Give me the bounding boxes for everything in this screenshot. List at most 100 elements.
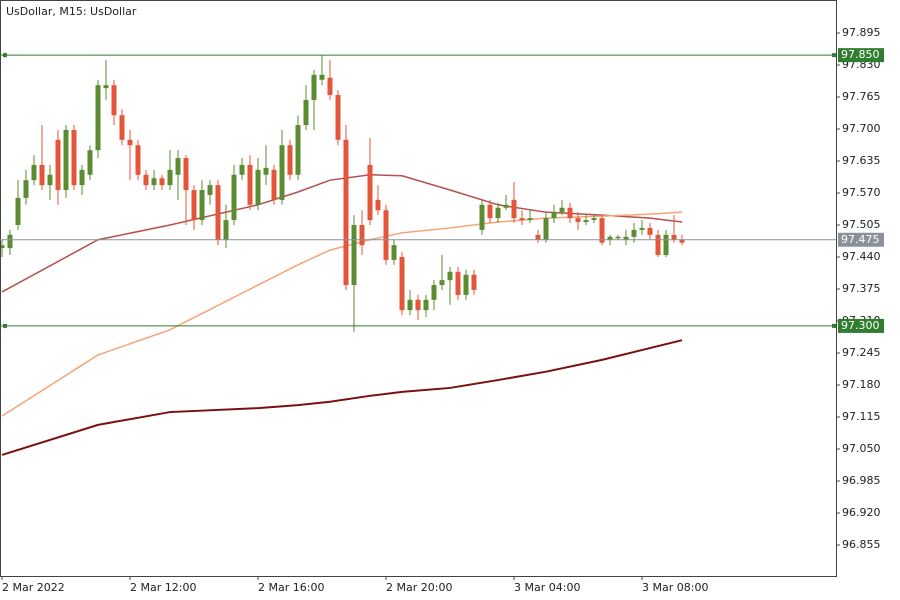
y-tick-label: 97.505 (842, 218, 881, 231)
level-handle (3, 53, 7, 58)
candle-body (655, 234, 661, 256)
candle-body (583, 220, 589, 223)
candle-body (607, 236, 613, 240)
candle-body (143, 174, 149, 186)
y-tick-label: 96.920 (842, 506, 881, 519)
candle-body (7, 234, 13, 249)
candle-body (503, 204, 509, 208)
candle-body (359, 224, 365, 246)
candle-body (631, 229, 637, 237)
y-tick-label: 97.635 (842, 154, 881, 167)
candle-body (623, 236, 629, 240)
candle-body (567, 207, 573, 219)
candle-body (319, 74, 325, 80)
y-tick-label: 97.050 (842, 442, 881, 455)
candle-body (71, 129, 77, 186)
y-tick-label: 97.180 (842, 378, 881, 391)
candle-body (199, 190, 205, 221)
candle-body (303, 99, 309, 126)
candle-body (175, 158, 181, 175)
candle-body (0, 245, 5, 249)
x-tick-label: 2 Mar 16:00 (258, 581, 324, 594)
candle-body (519, 218, 525, 221)
candle-body (151, 178, 157, 186)
level-label: 97.850 (841, 48, 880, 61)
moving-average (1, 174, 683, 293)
candle-body (615, 236, 621, 239)
candle-body (479, 204, 485, 230)
candle-body (455, 271, 461, 295)
candle-body (599, 218, 605, 243)
y-tick-label: 97.440 (842, 250, 881, 263)
candle-body (279, 145, 285, 200)
candle-body (55, 139, 61, 191)
x-tick-label: 2 Mar 2022 (2, 581, 65, 594)
candle-body (343, 139, 349, 286)
candle-body (591, 218, 597, 221)
level-handle (3, 323, 7, 328)
candle-body (679, 239, 685, 243)
y-tick-label: 97.895 (842, 26, 881, 39)
candle-body (543, 218, 549, 240)
candle-body (367, 164, 373, 221)
y-tick-label: 97.700 (842, 122, 881, 135)
y-tick-label: 97.245 (842, 346, 881, 359)
candle-body (247, 164, 253, 205)
candle-body (351, 224, 357, 286)
candle-body (431, 285, 437, 300)
candle-body (423, 299, 429, 311)
candle-body (23, 180, 29, 198)
level-label: 97.300 (841, 319, 880, 332)
candle-body (295, 125, 301, 175)
current-price-box (838, 232, 884, 247)
candle-body (383, 210, 389, 260)
y-tick-label: 97.765 (842, 90, 881, 103)
level-handle (832, 53, 836, 58)
candle-body (551, 212, 557, 219)
candle-body (639, 227, 645, 230)
x-tick-label: 2 Mar 12:00 (130, 581, 196, 594)
candle-body (39, 164, 45, 186)
x-tick-label: 3 Mar 08:00 (642, 581, 708, 594)
candle-body (79, 169, 85, 186)
x-tick-label: 3 Mar 04:00 (514, 581, 580, 594)
candle-body (415, 299, 421, 311)
candle-body (167, 169, 173, 186)
candle-body (119, 115, 125, 140)
plot-area (0, 55, 685, 456)
x-tick-label: 2 Mar 20:00 (386, 581, 452, 594)
candle-body (447, 271, 453, 281)
candle-body (327, 77, 333, 96)
candle-body (127, 139, 133, 146)
candle-body (559, 207, 565, 213)
y-tick-label: 96.855 (842, 538, 881, 551)
candle-body (375, 199, 381, 211)
level-handle (832, 323, 836, 328)
level-label-box (838, 318, 884, 333)
candle-body (535, 234, 541, 240)
candle-body (87, 150, 93, 175)
candle-body (47, 174, 53, 186)
candle-body (671, 234, 677, 240)
candle-body (103, 85, 109, 89)
candle-body (271, 169, 277, 200)
candle-body (159, 178, 165, 186)
candle-body (391, 245, 397, 260)
candle-body (463, 274, 469, 295)
candle-body (255, 169, 261, 205)
chart-title: UsDollar, M15: UsDollar (6, 5, 137, 18)
candle-body (191, 190, 197, 221)
candle-body (63, 129, 69, 191)
candle-body (231, 174, 237, 221)
current-price-label: 97.475 (841, 233, 880, 246)
candle-body (439, 280, 445, 286)
candle-body (135, 145, 141, 175)
candle-body (335, 95, 341, 140)
candle-body (263, 167, 269, 175)
level-label-box (838, 48, 884, 63)
candle-body (511, 199, 517, 219)
candle-body (223, 220, 229, 240)
candle-body (663, 234, 669, 256)
candle-body (311, 74, 317, 100)
